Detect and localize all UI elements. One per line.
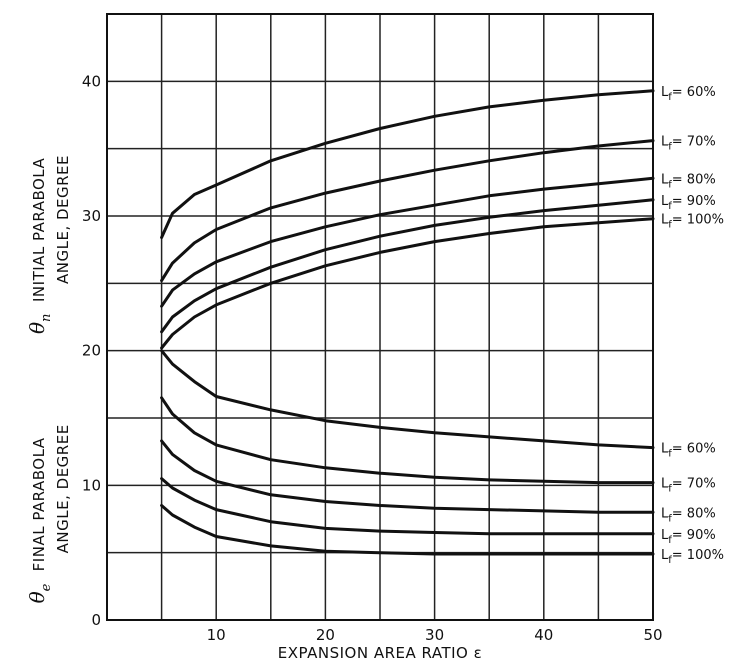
curve-final-1 (160, 396, 655, 485)
series-label: Lf= 90% (661, 194, 716, 212)
y-tick-label: 0 (91, 611, 101, 629)
curve-initial-4 (160, 217, 655, 350)
plot-frame (106, 13, 654, 621)
y-title-line1: INITIAL PARABOLA (30, 158, 48, 302)
x-axis-title: EXPANSION AREA RATIO ε (278, 644, 482, 662)
series-label: Lf= 70% (661, 135, 716, 153)
series-label: Lf= 100% (661, 213, 724, 231)
y-title-symbol: θ (25, 322, 49, 334)
curve-final-0 (160, 349, 655, 450)
series-label: Lf= 70% (661, 477, 716, 495)
x-tick-label: 30 (425, 626, 444, 644)
y-tick-labels: 0 10 20 30 40 (82, 72, 101, 629)
y-title-line1: FINAL PARABOLA (30, 437, 48, 571)
y-title-line2: ANGLE, DEGREE (54, 424, 72, 553)
series-label: Lf= 60% (661, 442, 716, 460)
y-title-subscript: n (39, 314, 54, 322)
curves (160, 89, 655, 556)
y-title-subscript: e (39, 583, 54, 591)
series-labels: Lf= 60%Lf= 70%Lf= 80%Lf= 90%Lf= 100%Lf= … (661, 85, 724, 566)
curve-initial-2 (160, 176, 655, 308)
y-tick-label: 30 (82, 207, 101, 225)
curve-final-3 (160, 477, 655, 536)
y-tick-label: 10 (82, 476, 101, 494)
y-tick-label: 20 (82, 342, 101, 360)
series-label: Lf= 90% (661, 528, 716, 546)
series-label: Lf= 80% (661, 172, 716, 190)
curve-initial-1 (160, 139, 655, 283)
y-tick-label: 40 (82, 72, 101, 90)
curve-initial-0 (160, 89, 655, 239)
y-axis-title-final: θe FINAL PARABOLA ANGLE, DEGREE (25, 424, 72, 603)
series-label: Lf= 60% (661, 85, 716, 103)
curve-final-4 (160, 504, 655, 556)
y-title-symbol: θ (25, 591, 49, 603)
series-label: Lf= 80% (661, 506, 716, 524)
x-tick-label: 50 (643, 626, 662, 644)
y-title-line2: ANGLE, DEGREE (54, 155, 72, 284)
x-tick-labels: 10 20 30 40 50 (207, 626, 663, 644)
curve-final-2 (160, 439, 655, 514)
series-label: Lf= 100% (661, 548, 724, 566)
x-tick-label: 40 (534, 626, 553, 644)
grid (107, 14, 653, 620)
x-tick-label: 20 (316, 626, 335, 644)
x-tick-label: 10 (207, 626, 226, 644)
y-axis-title-initial: θn INITIAL PARABOLA ANGLE, DEGREE (25, 155, 72, 334)
curve-initial-3 (160, 198, 655, 334)
